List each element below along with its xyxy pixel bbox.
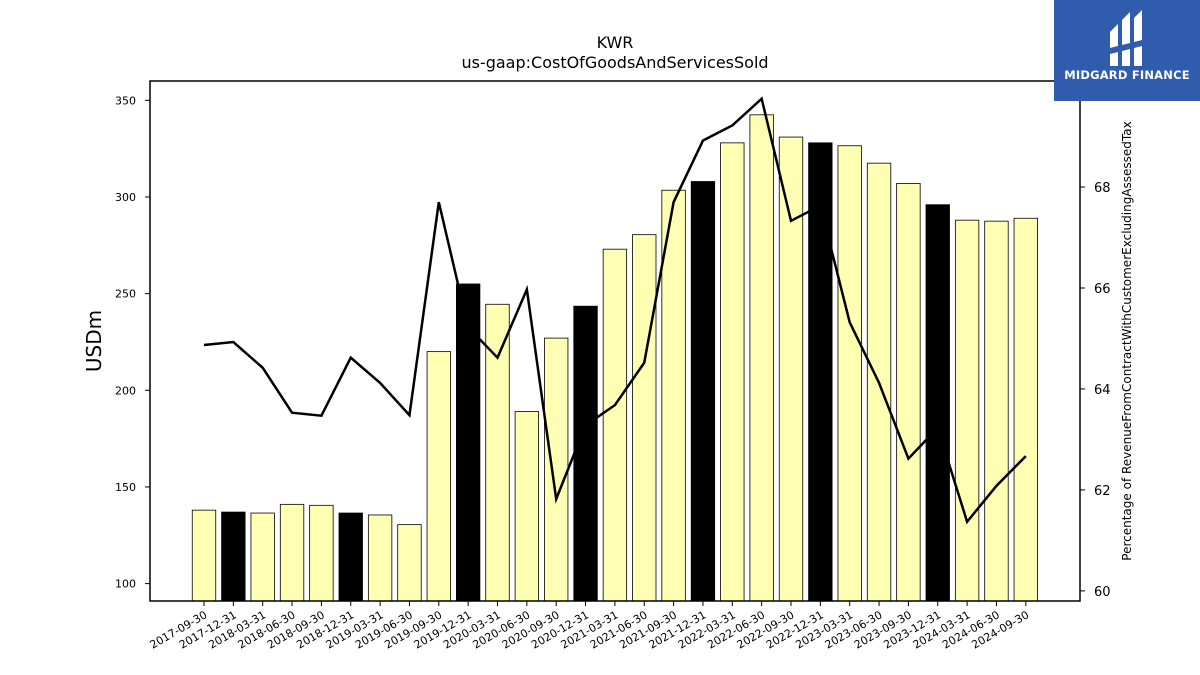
y2-tick-label: 66	[1094, 282, 1111, 297]
brand-logo: MIDGARD FINANCE	[1054, 0, 1200, 101]
bar-2019-09-30	[426, 351, 451, 602]
bar-2020-12-31	[573, 305, 598, 602]
y-tick-label: 150	[115, 481, 136, 494]
bar-2018-12-31	[338, 512, 363, 602]
bar-2023-03-31	[837, 145, 862, 602]
bar-series	[191, 114, 1038, 602]
bar-2023-09-30	[896, 183, 921, 602]
left-y-axis: 100 150 200 250 300 350	[115, 94, 150, 591]
y-tick-label: 300	[115, 191, 136, 204]
bar-2017-09-30	[191, 509, 217, 602]
y2-tick-label: 62	[1094, 484, 1111, 499]
chart-subtitle: us-gaap:CostOfGoodsAndServicesSold	[461, 53, 768, 72]
chart-title: KWR	[597, 33, 634, 52]
y-tick-label: 200	[115, 384, 136, 397]
bar-2020-06-30	[514, 411, 539, 602]
bar-2019-12-31	[455, 283, 481, 602]
bar-2022-12-31	[808, 142, 833, 602]
y-tick-label: 250	[115, 288, 136, 301]
bar-2017-12-31	[221, 511, 246, 602]
y2-axis-label: Percentage of RevenueFromContractWithCus…	[1120, 121, 1134, 560]
bar-2018-09-30	[309, 504, 334, 602]
bar-2019-03-31	[367, 514, 393, 602]
y2-tick-label: 64	[1094, 383, 1111, 398]
midgard-logo-icon	[1110, 10, 1142, 66]
bar-2021-12-31	[690, 181, 716, 602]
bar-2023-12-31	[925, 204, 950, 602]
y2-tick-label: 60	[1094, 585, 1111, 600]
bar-2019-06-30	[397, 524, 422, 602]
y-tick-label: 100	[115, 578, 136, 591]
bar-2024-09-30	[1013, 217, 1038, 602]
y-axis-label: USDm	[82, 310, 106, 372]
bar-2022-06-30	[749, 114, 774, 602]
bar-2018-06-30	[279, 503, 305, 602]
bar-2020-09-30	[544, 337, 569, 602]
ratio-line-series	[203, 96, 1027, 525]
bar-2018-03-31	[250, 512, 275, 602]
bar-2021-03-31	[602, 248, 628, 602]
bar-2022-09-30	[778, 136, 804, 602]
brand-logo-text: MIDGARD FINANCE	[1064, 68, 1190, 82]
right-y-axis: 60 62 64 66 68	[1080, 181, 1111, 600]
bar-2024-06-30	[984, 220, 1009, 602]
x-axis: 2017-09-302017-12-312018-03-312018-06-30…	[148, 601, 1031, 652]
y2-tick-label: 68	[1094, 181, 1111, 196]
bar-2022-03-31	[720, 142, 745, 602]
bar-2021-06-30	[632, 234, 657, 602]
ratio-line	[203, 96, 1027, 525]
y-tick-label: 350	[115, 94, 136, 107]
bar-2024-03-31	[954, 219, 980, 602]
